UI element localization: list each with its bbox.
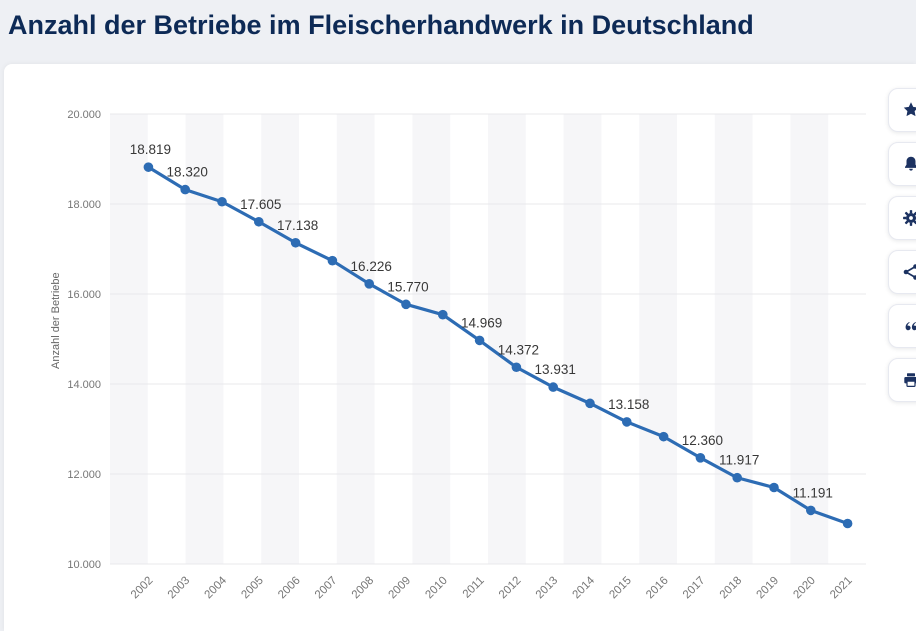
svg-text:2008: 2008 <box>350 575 377 602</box>
share-icon <box>902 263 916 281</box>
alert-button[interactable] <box>888 142 916 186</box>
chart-card: 20.000 18.000 16.000 14.000 12.000 10.000 2002… <box>4 64 916 631</box>
star-icon <box>902 101 916 119</box>
svg-text:16.226: 16.226 <box>351 259 392 274</box>
svg-text:17.605: 17.605 <box>240 197 281 212</box>
svg-text:18.320: 18.320 <box>167 165 208 180</box>
svg-text:12.000: 12.000 <box>67 469 101 481</box>
svg-text:2021: 2021 <box>828 575 855 602</box>
favorite-button[interactable] <box>888 88 916 132</box>
svg-text:13.158: 13.158 <box>608 397 649 412</box>
y-axis-title: Anzahl der Betriebe <box>50 272 62 369</box>
svg-text:2004: 2004 <box>203 574 230 601</box>
quote-icon <box>902 317 916 335</box>
svg-text:20.000: 20.000 <box>67 109 101 121</box>
print-button[interactable] <box>888 358 916 402</box>
side-toolbar <box>888 88 916 402</box>
svg-text:2013: 2013 <box>534 575 561 602</box>
svg-text:2006: 2006 <box>276 575 303 602</box>
svg-text:2016: 2016 <box>644 575 671 602</box>
svg-text:15.770: 15.770 <box>387 279 428 294</box>
svg-text:14.000: 14.000 <box>67 379 101 391</box>
gear-icon <box>902 209 916 227</box>
svg-text:2014: 2014 <box>571 574 598 601</box>
cite-button[interactable] <box>888 304 916 348</box>
printer-icon <box>902 371 916 389</box>
svg-text:2012: 2012 <box>497 575 524 602</box>
svg-text:2011: 2011 <box>461 575 487 601</box>
svg-text:12.360: 12.360 <box>682 433 723 448</box>
line-chart: 20.000 18.000 16.000 14.000 12.000 10.000 2002… <box>67 109 866 602</box>
svg-text:2010: 2010 <box>423 575 450 602</box>
svg-text:2020: 2020 <box>791 575 818 602</box>
svg-text:10.000: 10.000 <box>67 559 101 571</box>
svg-text:2017: 2017 <box>681 575 708 602</box>
svg-text:2002: 2002 <box>129 575 156 602</box>
page-title: Anzahl der Betriebe im Fleischerhandwerk… <box>8 10 754 40</box>
svg-text:13.931: 13.931 <box>535 362 576 377</box>
svg-text:11.191: 11.191 <box>793 485 833 500</box>
svg-text:14.372: 14.372 <box>498 342 539 357</box>
svg-text:18.000: 18.000 <box>67 199 101 211</box>
svg-text:2007: 2007 <box>313 575 340 602</box>
svg-text:2005: 2005 <box>239 575 266 602</box>
svg-text:2015: 2015 <box>607 575 634 602</box>
svg-text:2009: 2009 <box>387 575 414 602</box>
svg-text:17.138: 17.138 <box>277 218 318 233</box>
bell-icon <box>902 155 916 173</box>
settings-button[interactable] <box>888 196 916 240</box>
svg-text:16.000: 16.000 <box>67 289 101 301</box>
svg-text:11.917: 11.917 <box>719 453 759 468</box>
svg-text:2019: 2019 <box>755 575 782 602</box>
svg-text:2003: 2003 <box>166 575 193 602</box>
share-button[interactable] <box>888 250 916 294</box>
svg-text:14.969: 14.969 <box>461 315 502 330</box>
svg-text:18.819: 18.819 <box>130 142 171 157</box>
svg-text:2018: 2018 <box>718 575 745 602</box>
